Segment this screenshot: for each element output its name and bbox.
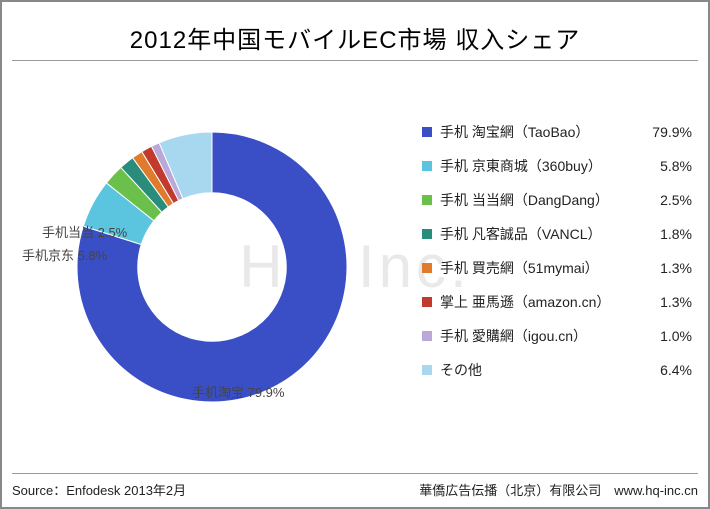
legend-percent: 5.8%	[660, 158, 692, 174]
legend-label: 手机 買売網（51mymai）	[440, 258, 656, 278]
legend-swatch	[422, 161, 432, 171]
legend-label: 掌上 亜馬遜（amazon.cn）	[440, 292, 656, 312]
legend-label: 手机 京東商城（360buy）	[440, 156, 656, 176]
legend-item: 掌上 亜馬遜（amazon.cn）1.3%	[422, 292, 692, 312]
legend-percent: 6.4%	[660, 362, 692, 378]
doughnut-chart: 手机淘宝 79.9% 手机京东 5.8% 手机当当 2.5%	[22, 77, 402, 457]
attribution-text: 華僑広告伝播（北京）有限公司 www.hq-inc.cn	[419, 480, 698, 499]
legend-swatch	[422, 297, 432, 307]
legend-item: 手机 当当網（DangDang）2.5%	[422, 190, 692, 210]
legend-item: 手机 凡客誠品（VANCL）1.8%	[422, 224, 692, 244]
legend-percent: 1.3%	[660, 260, 692, 276]
legend-percent: 1.0%	[660, 328, 692, 344]
legend-swatch	[422, 195, 432, 205]
legend-percent: 2.5%	[660, 192, 692, 208]
legend-percent: 1.8%	[660, 226, 692, 242]
slice-label: 手机淘宝 79.9%	[192, 382, 284, 401]
page-title: 2012年中国モバイルEC市場 収入シェア	[2, 20, 708, 55]
legend-percent: 1.3%	[660, 294, 692, 310]
legend-label: 手机 淘宝網（TaoBao）	[440, 122, 648, 142]
slice-label: 手机当当 2.5%	[42, 222, 127, 241]
legend: 手机 淘宝網（TaoBao）79.9%手机 京東商城（360buy）5.8%手机…	[422, 122, 692, 394]
chart-frame: HQ Inc. 2012年中国モバイルEC市場 収入シェア 手机淘宝 79.9%…	[0, 0, 710, 509]
legend-item: 手机 買売網（51mymai）1.3%	[422, 258, 692, 278]
legend-label: 手机 当当網（DangDang）	[440, 190, 656, 210]
legend-swatch	[422, 263, 432, 273]
title-divider	[12, 60, 698, 61]
legend-swatch	[422, 127, 432, 137]
legend-item: 手机 愛購網（igou.cn）1.0%	[422, 326, 692, 346]
legend-label: その他	[440, 360, 656, 380]
legend-percent: 79.9%	[652, 124, 692, 140]
legend-label: 手机 愛購網（igou.cn）	[440, 326, 656, 346]
legend-swatch	[422, 365, 432, 375]
legend-swatch	[422, 331, 432, 341]
legend-label: 手机 凡客誠品（VANCL）	[440, 224, 656, 244]
legend-item: 手机 京東商城（360buy）5.8%	[422, 156, 692, 176]
slice-label: 手机京东 5.8%	[22, 245, 107, 264]
footer: Source：Enfodesk 2013年2月 華僑広告伝播（北京）有限公司 w…	[12, 473, 698, 499]
source-text: Source：Enfodesk 2013年2月	[12, 480, 186, 499]
legend-item: その他6.4%	[422, 360, 692, 380]
legend-item: 手机 淘宝網（TaoBao）79.9%	[422, 122, 692, 142]
legend-swatch	[422, 229, 432, 239]
